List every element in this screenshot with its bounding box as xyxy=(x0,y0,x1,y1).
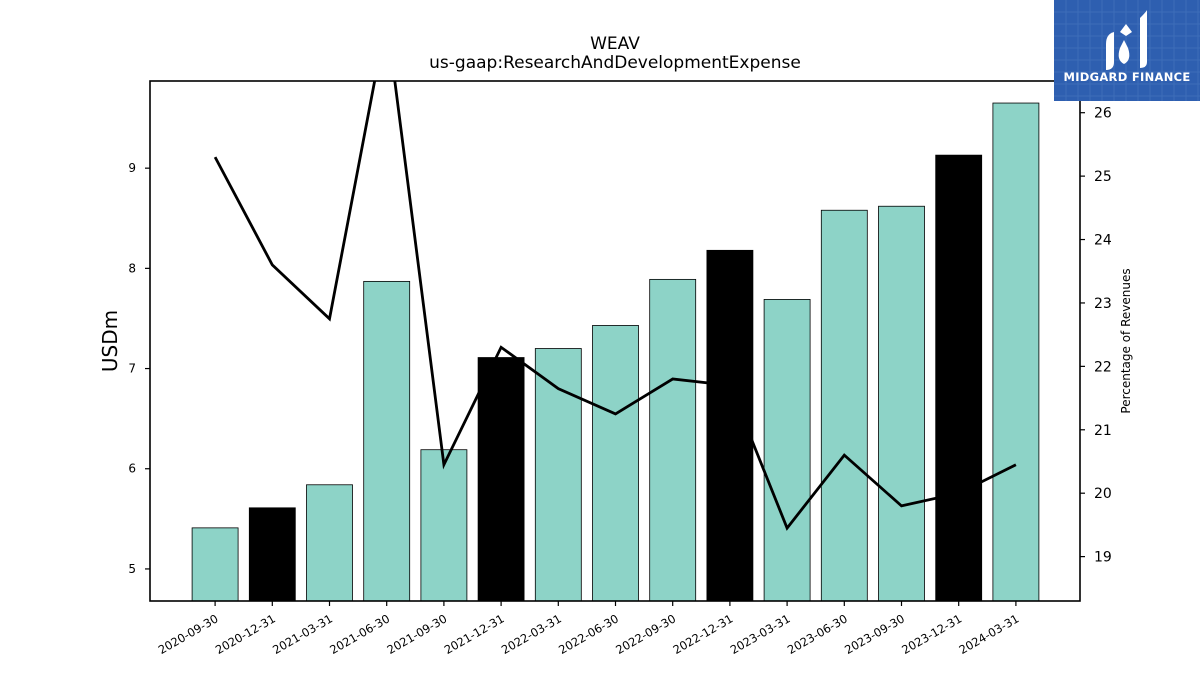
x-tick-label-2023-12-31: 2023-12-31 xyxy=(899,611,964,657)
x-tick-label-2020-09-30: 2020-09-30 xyxy=(156,611,221,657)
x-tick-label-2022-09-30: 2022-09-30 xyxy=(613,611,678,657)
y-tick-label-9: 9 xyxy=(128,161,136,175)
x-tick-label-2024-03-31: 2024-03-31 xyxy=(957,611,1022,657)
y-tick-label-7: 7 xyxy=(128,362,136,376)
bar-2023-09-30 xyxy=(878,205,925,602)
x-tick-label-2022-12-31: 2022-12-31 xyxy=(671,611,736,657)
y2-tick-label-21: 21 xyxy=(1094,423,1112,439)
bar-2023-03-31 xyxy=(763,299,811,602)
y2-tick-label-24: 24 xyxy=(1094,233,1112,249)
y-tick-label-5: 5 xyxy=(128,562,136,576)
x-tick-label-2021-12-31: 2021-12-31 xyxy=(442,611,507,657)
x-tick-label-2021-06-30: 2021-06-30 xyxy=(327,611,392,657)
bar-2022-06-30 xyxy=(592,325,639,602)
bar-group xyxy=(191,102,1040,602)
x-tick-label-2023-06-30: 2023-06-30 xyxy=(785,611,850,657)
bar-2023-06-30 xyxy=(820,209,868,602)
y2-tick-label-20: 20 xyxy=(1094,486,1112,502)
y-tick-label-6: 6 xyxy=(128,462,136,476)
line-series xyxy=(213,81,1017,531)
y2-axis-label: Percentage of Revenues xyxy=(1119,268,1133,413)
bar-2022-03-31 xyxy=(534,348,582,602)
x-tick-label-2023-03-31: 2023-03-31 xyxy=(728,611,793,657)
x-tick-label-2022-03-31: 2022-03-31 xyxy=(499,611,564,657)
y-axis-label: USDm xyxy=(98,310,122,372)
chart-title: WEAV xyxy=(590,34,640,54)
x-tick-label-2022-06-30: 2022-06-30 xyxy=(556,611,621,657)
bar-2021-06-30 xyxy=(363,280,411,602)
x-tick-label-2021-09-30: 2021-09-30 xyxy=(385,611,450,657)
y-tick-label-8: 8 xyxy=(128,261,136,275)
midgard-mark-icon xyxy=(1106,10,1147,70)
x-tick-label-2020-12-31: 2020-12-31 xyxy=(213,611,278,657)
x-tick-label-2021-03-31: 2021-03-31 xyxy=(270,611,335,657)
y2-tick-label-26: 26 xyxy=(1094,106,1112,122)
y2-tick-label-23: 23 xyxy=(1094,296,1112,312)
midgard-finance-logo: MIDGARD FINANCE xyxy=(1054,0,1200,101)
bar-2020-12-31 xyxy=(248,507,296,602)
x-tick-label-2023-09-30: 2023-09-30 xyxy=(842,611,907,657)
bar-2022-09-30 xyxy=(649,278,697,602)
chart-subtitle: us-gaap:ResearchAndDevelopmentExpense xyxy=(429,53,801,73)
bar-2021-03-31 xyxy=(306,484,353,602)
logo-grid-icon xyxy=(1054,0,1200,101)
logo-text: MIDGARD FINANCE xyxy=(1063,70,1191,84)
y2-tick-label-19: 19 xyxy=(1094,550,1112,566)
bar-2023-12-31 xyxy=(935,154,983,602)
y2-tick-label-22: 22 xyxy=(1094,359,1112,375)
bar-2020-09-30 xyxy=(191,527,239,602)
y2-tick-label-25: 25 xyxy=(1094,169,1112,185)
bar-2021-12-31 xyxy=(477,357,525,602)
bar-2021-09-30 xyxy=(420,449,468,602)
percentage-line xyxy=(213,81,1017,531)
bar-2024-03-31 xyxy=(992,102,1040,602)
